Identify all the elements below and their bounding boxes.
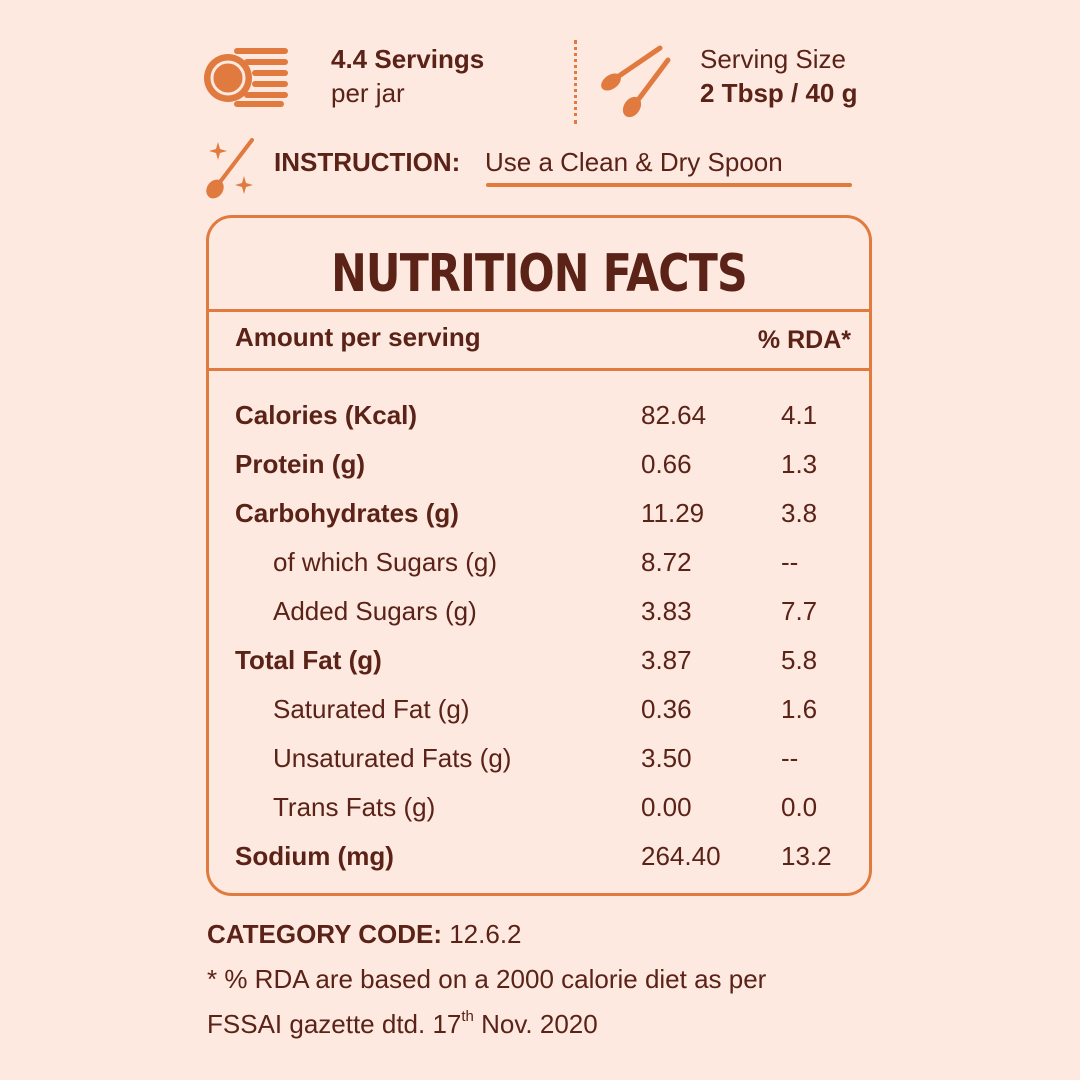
row-label: Total Fat (g): [235, 645, 382, 675]
row-value: 3.83: [641, 596, 692, 626]
table-row: Calories (Kcal) 82.64 4.1: [209, 395, 869, 435]
servings-unit: per jar: [331, 78, 405, 108]
table-row: of which Sugars (g) 8.72 --: [209, 542, 869, 582]
row-rda: --: [781, 743, 799, 773]
row-label: Trans Fats (g): [273, 792, 436, 822]
spoons-icon: [598, 42, 674, 118]
note-text-b: Nov. 2020: [473, 1009, 598, 1039]
serving-size-value: 2 Tbsp / 40 g: [700, 78, 858, 108]
row-rda: 3.8: [781, 498, 818, 528]
header-rda: % RDA*: [757, 326, 851, 354]
row-rda: 0.0: [781, 792, 818, 822]
table-row: Added Sugars (g) 3.83 7.7: [209, 591, 869, 631]
instruction-label: INSTRUCTION:: [274, 147, 461, 177]
row-label: Added Sugars (g): [273, 596, 477, 626]
row-value: 264.40: [641, 841, 721, 871]
row-value: 3.87: [641, 645, 692, 675]
row-rda: 4.1: [781, 400, 818, 430]
footer-notes: CATEGORY CODE: 12.6.2 * % RDA are based …: [207, 912, 766, 1047]
row-label: of which Sugars (g): [273, 547, 497, 577]
note-superscript: th: [461, 1008, 474, 1025]
table-row: Sodium (mg) 264.40 13.2: [209, 836, 869, 876]
row-label: Unsaturated Fats (g): [273, 743, 512, 773]
category-code: CATEGORY CODE: 12.6.2: [207, 912, 766, 957]
row-rda: 7.7: [781, 596, 818, 626]
category-value: 12.6.2: [449, 919, 522, 949]
rda-note-line1: * % RDA are based on a 2000 calorie diet…: [207, 964, 767, 994]
row-value: 8.72: [641, 547, 692, 577]
row-label: Sodium (mg): [235, 841, 394, 871]
serving-size-label: Serving Size: [700, 44, 846, 74]
category-label: CATEGORY CODE:: [207, 919, 442, 949]
note-text-a: FSSAI gazette dtd. 17: [207, 1009, 462, 1039]
nutrition-facts-table: NUTRITION FACTS Amount per serving % RDA…: [206, 215, 872, 896]
row-value: 3.50: [641, 743, 692, 773]
table-row: Saturated Fat (g) 0.36 1.6: [209, 689, 869, 729]
instruction-underline: [486, 183, 852, 187]
plates-icon: [204, 46, 290, 108]
table-row: Protein (g) 0.66 1.3: [209, 444, 869, 484]
table-row: Total Fat (g) 3.87 5.8: [209, 640, 869, 680]
header-amount: Amount per serving: [235, 322, 481, 352]
row-value: 0.66: [641, 449, 692, 479]
row-label: Carbohydrates (g): [235, 498, 459, 528]
servings-info: 4.4 Servings per jar: [331, 42, 484, 110]
facts-title: NUTRITION FACTS: [331, 244, 748, 304]
servings-count: 4.4 Servings: [331, 44, 485, 74]
row-rda: 13.2: [781, 841, 832, 871]
row-value: 0.00: [641, 792, 692, 822]
row-rda: 1.3: [781, 449, 818, 479]
row-rda: 1.6: [781, 694, 818, 724]
row-value: 11.29: [641, 498, 705, 528]
row-value: 82.64: [641, 400, 707, 430]
instruction-text: Use a Clean & Dry Spoon: [485, 147, 783, 177]
row-label: Saturated Fat (g): [273, 694, 470, 724]
divider: [574, 40, 577, 124]
title-divider: [209, 309, 869, 312]
row-value: 0.36: [641, 694, 692, 724]
row-label: Protein (g): [235, 449, 365, 479]
row-rda: --: [781, 547, 799, 577]
rda-note-line2: FSSAI gazette dtd. 17th Nov. 2020: [207, 1002, 766, 1047]
header-divider: [209, 368, 869, 371]
table-row: Trans Fats (g) 0.00 0.0: [209, 787, 869, 827]
table-row: Carbohydrates (g) 11.29 3.8: [209, 493, 869, 533]
row-label: Calories (Kcal): [235, 400, 418, 430]
table-row: Unsaturated Fats (g) 3.50 --: [209, 738, 869, 778]
serving-size-info: Serving Size 2 Tbsp / 40 g: [700, 42, 858, 110]
row-rda: 5.8: [781, 645, 818, 675]
sparkle-spoon-icon: [204, 136, 260, 202]
